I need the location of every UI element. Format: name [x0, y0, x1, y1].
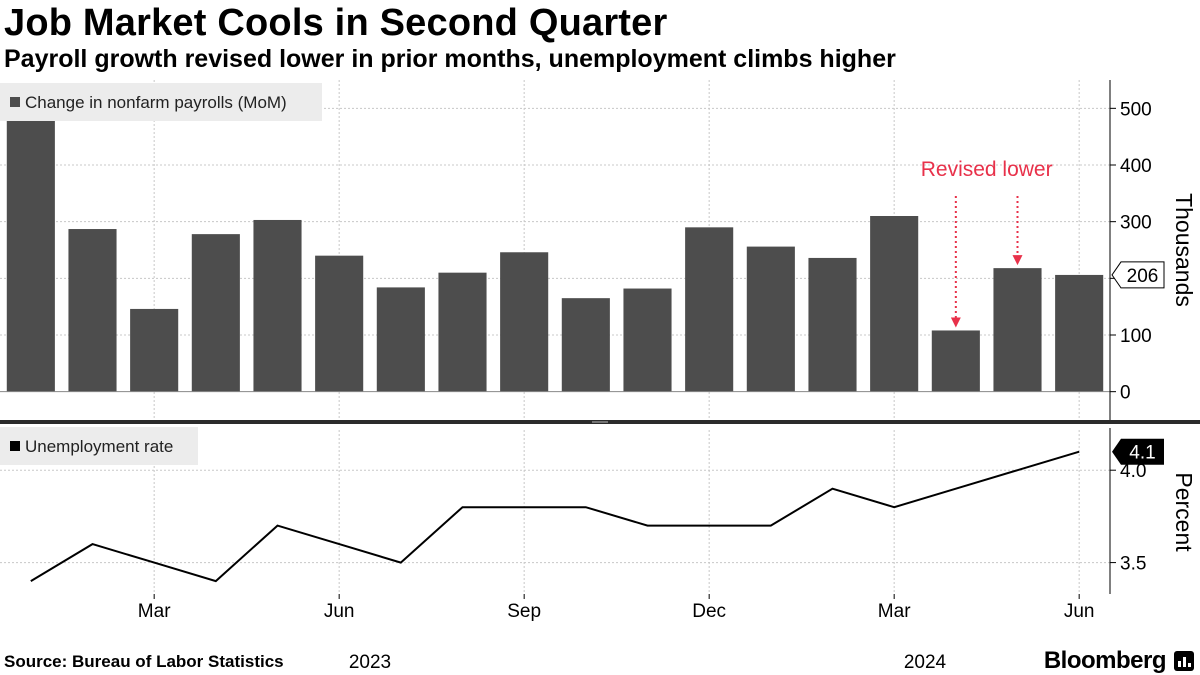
bloomberg-logo: Bloomberg — [1043, 647, 1167, 674]
payroll-bar — [376, 287, 425, 392]
y-tick-label-bottom: 4.0 — [1120, 461, 1146, 482]
legend-unemployment-bg — [0, 427, 198, 465]
payroll-bar — [315, 255, 364, 392]
payroll-bar — [931, 330, 980, 392]
y-axis-title-top: Thousands — [1171, 193, 1197, 307]
y-tick-label-top: 300 — [1120, 213, 1152, 234]
x-tick-label: Jun — [1064, 601, 1095, 622]
y-tick-label-top: 500 — [1120, 99, 1152, 120]
x-tick-label: Jun — [324, 601, 355, 622]
payroll-bar — [68, 229, 117, 392]
annotation-label: Revised lower — [921, 158, 1053, 181]
unemployment-line — [30, 450, 1080, 583]
bloomberg-mark-icon — [1174, 651, 1194, 671]
payroll-bar — [870, 216, 919, 392]
payroll-bar — [6, 118, 55, 392]
payroll-bar — [685, 227, 734, 392]
chart-title: Job Market Cools in Second Quarter — [4, 2, 668, 44]
legend-swatch-line — [10, 441, 20, 451]
last-value-tag-payrolls: 206 — [1127, 266, 1159, 287]
payroll-bar — [746, 246, 795, 392]
last-value-tag-unemployment-box — [1112, 438, 1164, 465]
chart-subtitle: Payroll growth revised lower in prior mo… — [4, 45, 896, 73]
y-axis-title-bottom: Percent — [1171, 472, 1197, 552]
x-tick-label: Dec — [692, 601, 726, 622]
payroll-bar — [500, 252, 549, 392]
payroll-bar — [623, 288, 672, 392]
legend-payrolls-bg — [0, 83, 322, 121]
legend-unemployment: Unemployment rate — [25, 437, 173, 456]
payroll-bar — [191, 234, 240, 392]
x-year-label: 2024 — [904, 652, 947, 673]
x-tick-label: Mar — [138, 601, 171, 622]
payroll-bar — [253, 219, 302, 392]
legend-payrolls: Change in nonfarm payrolls (MoM) — [25, 93, 287, 112]
payroll-bar — [130, 308, 179, 392]
x-tick-label: Mar — [878, 601, 911, 622]
payroll-bar — [438, 272, 487, 392]
y-tick-label-top: 400 — [1120, 156, 1152, 177]
y-tick-label-top: 100 — [1120, 326, 1152, 347]
y-tick-label-top: 0 — [1120, 383, 1131, 404]
legend-swatch-bar — [10, 97, 20, 107]
last-value-tag-unemployment: 4.1 — [1129, 443, 1155, 464]
y-tick-label-bottom: 3.5 — [1120, 554, 1146, 575]
last-value-tag-payrolls-box — [1111, 261, 1165, 289]
payroll-bar — [1055, 274, 1104, 392]
payroll-bar — [808, 257, 857, 392]
payroll-bar — [561, 298, 610, 392]
source-note: Source: Bureau of Labor Statistics — [4, 652, 284, 671]
x-year-label: 2023 — [349, 652, 391, 673]
x-tick-label: Sep — [507, 601, 541, 622]
payroll-bar — [993, 268, 1042, 392]
